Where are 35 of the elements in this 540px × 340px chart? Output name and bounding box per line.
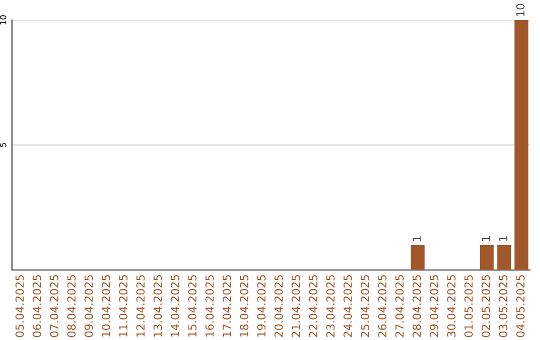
x-tick-label: 06.04.2025 [32, 275, 42, 338]
x-tick-label: 29.04.2025 [430, 275, 438, 337]
x-tick-label: 01.05.2025 [464, 275, 473, 338]
x-tick-label: 09.04.2025 [84, 275, 93, 338]
x-tick-label: 16.04.2025 [205, 275, 214, 337]
x-tick-label: 25.04.2025 [360, 275, 370, 337]
x-tick-label: 13.04.2025 [154, 275, 162, 337]
x-tick-label: 07.04.2025 [50, 275, 58, 338]
x-tick-label: 27.04.2025 [395, 275, 404, 337]
x-tick-label: 02.05.2025 [482, 275, 490, 338]
x-tick-label: 17.04.2025 [222, 275, 232, 337]
x-tick-label: 04.05.2025 [516, 275, 525, 338]
x-tick-label: 08.04.2025 [67, 275, 76, 338]
x-tick-label: 26.04.2025 [378, 275, 386, 337]
data-label: 10 [516, 4, 525, 16]
x-tick-label: 05.04.2025 [15, 275, 24, 338]
x-tick-label: 22.04.2025 [308, 275, 318, 337]
x-tick-label: 12.04.2025 [136, 275, 145, 337]
data-label: 1 [412, 236, 421, 241]
y-tick-label: 5 [0, 143, 6, 148]
x-tick-label: 18.04.2025 [240, 275, 248, 337]
data-label: 1 [482, 236, 490, 241]
x-tick-label: 20.04.2025 [274, 275, 283, 337]
x-tick-label: 24.04.2025 [344, 275, 352, 337]
x-tick-label: 19.04.2025 [257, 275, 266, 337]
x-tick-label: 11.04.2025 [119, 275, 128, 337]
x-tick-label: 10.04.2025 [102, 275, 110, 337]
x-tick-label: 28.04.2025 [412, 275, 421, 337]
x-tick-label: 30.04.2025 [447, 275, 456, 337]
x-tick-label: 14.04.2025 [170, 275, 180, 337]
x-tick-label: 15.04.2025 [188, 275, 197, 337]
x-tick-label: 03.05.2025 [498, 275, 508, 338]
data-label: 1 [499, 236, 508, 241]
x-tick-label: 21.04.2025 [292, 275, 300, 337]
x-tick-label: 23.04.2025 [326, 275, 335, 337]
